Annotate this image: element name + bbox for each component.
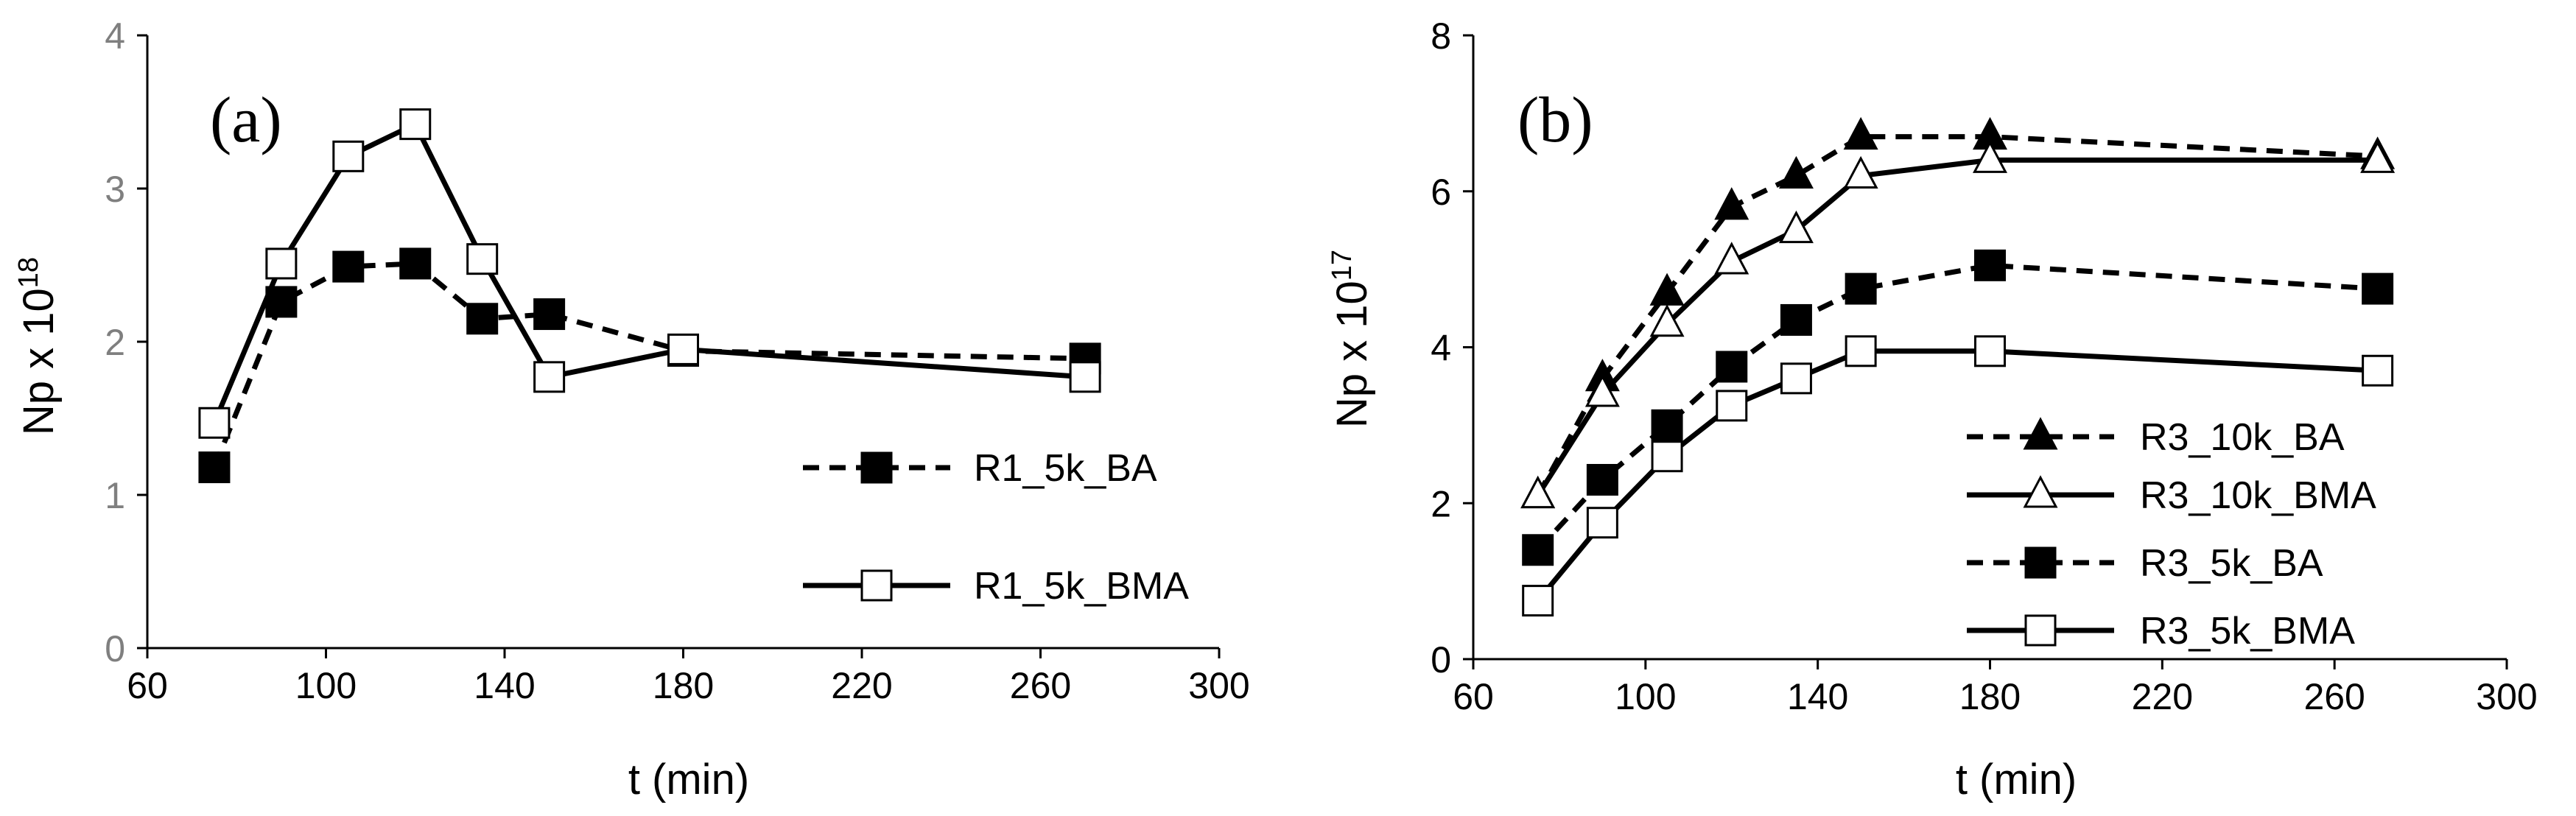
- panel-b-legend: R3_10k_BA R3_10k_BMA R3_5k_BA R3_5k_BMA: [1967, 416, 2376, 653]
- panel-a-point-R1_5k_BMA: [533, 361, 566, 393]
- panel-a-label: (a): [210, 85, 282, 156]
- panel-b-point-R3_10k_BMA: [1973, 140, 2007, 173]
- panel-a-x-tick-label: 180: [653, 665, 714, 706]
- panel-b-axes: 0 2 4 6 8 60 100 140 180 220 260 300: [1431, 15, 2538, 717]
- panel-a-y-tick-label: 1: [105, 475, 125, 516]
- panel-a-series-line-R1_5k_BMA: [211, 122, 1086, 424]
- panel-a-point-R1_5k_BA: [198, 451, 231, 484]
- panel-a-point-R1_5k_BMA: [667, 333, 699, 365]
- panel-a-point-R1_5k_BA: [399, 247, 432, 280]
- panel-b-x-tick-label: 220: [2132, 676, 2193, 717]
- panel-b-label: (b): [1517, 85, 1593, 156]
- panel-b-point-R3_10k_BA: [1778, 155, 1814, 189]
- panel-b-point-R3_5k_BA: [1716, 351, 1748, 383]
- panel-a-x-tick-label: 300: [1188, 665, 1249, 706]
- panel-a-x-tick-label: 100: [295, 665, 357, 706]
- panel-a-legend-marker-R1_5k_BMA: [860, 569, 893, 602]
- panel-b-point-R3_5k_BA: [1522, 534, 1554, 566]
- panel-a-x-tick-label: 260: [1010, 665, 1071, 706]
- panel-b-point-R3_5k_BMA: [1845, 335, 1877, 367]
- panel-b-point-R3_5k_BMA: [1780, 362, 1812, 395]
- panel-a-legend-label: R1_5k_BA: [974, 447, 1157, 490]
- panel-b-point-R3_5k_BMA: [1716, 390, 1748, 422]
- panel-b-legend-label: R3_5k_BMA: [2140, 610, 2355, 653]
- panel-b-point-R3_5k_BA: [2362, 272, 2394, 305]
- panel-b-legend-label: R3_10k_BMA: [2140, 474, 2376, 517]
- panel-a-x-tick-label: 140: [474, 665, 535, 706]
- panel-b-y-tick-label: 0: [1431, 639, 1451, 680]
- panel-b-point-R3_5k_BA: [1974, 249, 2006, 281]
- panel-b-x-tick-label: 140: [1787, 676, 1848, 717]
- panel-b-point-R3_10k_BA: [1649, 272, 1685, 306]
- panel-a-axes: 0 1 2 3 4 60 100 140 180 220 260 300: [105, 15, 1250, 706]
- panel-a-point-R1_5k_BMA: [466, 243, 499, 275]
- panel-b-point-R3_5k_BMA: [1974, 335, 2006, 367]
- panel-a-y-axis-label: Np x 1018: [13, 257, 63, 435]
- panel-a-y-label-prefix: Np x 10: [15, 288, 63, 435]
- panel-b-y-label-exponent: 17: [1327, 250, 1358, 281]
- panel-b-y-tick-label: 6: [1431, 172, 1451, 213]
- panel-b-point-R3_10k_BMA: [1584, 374, 1620, 407]
- panel-a-legend-label: R1_5k_BMA: [974, 565, 1189, 608]
- panel-b-y-label-prefix: Np x 10: [1328, 281, 1376, 428]
- panel-b-legend-label: R3_5k_BA: [2140, 542, 2323, 585]
- panel-a-y-tick-label: 4: [105, 15, 125, 57]
- panel-b-y-axis-label: Np x 1017: [1327, 250, 1376, 428]
- panel-b-point-R3_5k_BA: [1586, 463, 1618, 496]
- panel-a-series: [198, 108, 1101, 484]
- panel-b-point-R3_10k_BMA: [1520, 475, 1556, 509]
- panel-a-y-label-exponent: 18: [13, 257, 44, 288]
- panel-a-point-R1_5k_BMA: [198, 407, 231, 439]
- panel-b-point-R3_5k_BMA: [1586, 507, 1618, 539]
- panel-a-y-tick-label: 3: [105, 169, 125, 210]
- panel-b-legend-marker-R3_5k_BMA: [2024, 614, 2057, 647]
- panel-b-x-tick-label: 100: [1615, 676, 1676, 717]
- panel-a-legend-marker-R1_5k_BA: [860, 451, 893, 484]
- panel-b-point-R3_10k_BMA: [1778, 210, 1814, 244]
- panel-b-point-R3_10k_BMA: [2360, 140, 2396, 173]
- panel-b-point-R3_10k_BMA: [1714, 242, 1749, 275]
- panel-b-point-R3_5k_BA: [1845, 272, 1877, 305]
- panel-b-y-tick-label: 2: [1431, 483, 1451, 524]
- panel-b-legend-marker-R3_10k_BA: [2023, 417, 2058, 450]
- panel-b-x-tick-label: 300: [2476, 676, 2537, 717]
- panel-a-point-R1_5k_BMA: [1069, 361, 1101, 393]
- panel-b-point-R3_10k_BMA: [1843, 155, 1878, 189]
- panel-a-y-tick-label: 2: [105, 322, 125, 363]
- panel-a-point-R1_5k_BA: [332, 250, 365, 283]
- panel-b-legend-marker-R3_5k_BA: [2024, 546, 2057, 579]
- panel-b-point-R3_5k_BMA: [1651, 440, 1683, 473]
- panel-b-point-R3_10k_BA: [1843, 116, 1878, 150]
- panel-a-point-R1_5k_BA: [466, 303, 499, 335]
- panel-b-legend-label: R3_10k_BA: [2140, 416, 2345, 459]
- panel-b-x-tick-label: 180: [1959, 676, 2021, 717]
- panel-b-x-tick-label: 60: [1453, 676, 1494, 717]
- panel-a-x-tick-label: 60: [127, 665, 168, 706]
- panel-a-y-tick-label: 0: [105, 628, 125, 669]
- panel-a-x-tick-label: 220: [831, 665, 892, 706]
- panel-a-point-R1_5k_BA: [533, 298, 566, 331]
- panel-a-point-R1_5k_BMA: [399, 108, 432, 141]
- panel-b-series: [1520, 116, 2396, 617]
- panel-b-point-R3_10k_BMA: [1649, 303, 1685, 337]
- panel-b-point-R3_5k_BA: [1780, 303, 1812, 336]
- panel-b-point-R3_5k_BA: [1651, 409, 1683, 441]
- panel-b-y-tick-label: 8: [1431, 15, 1451, 57]
- panel-b-series-line-R3_10k_BMA: [1535, 157, 2378, 497]
- panel-a-point-R1_5k_BMA: [265, 247, 298, 280]
- panel-a-point-R1_5k_BMA: [332, 140, 365, 172]
- panel-b-point-R3_5k_BMA: [2362, 354, 2394, 387]
- panel-b-point-R3_5k_BMA: [1522, 585, 1554, 617]
- panel-a-x-axis-label: t (min): [628, 756, 749, 803]
- panel-b-y-tick-label: 4: [1431, 328, 1451, 369]
- panel-b-x-tick-label: 260: [2303, 676, 2365, 717]
- panel-b-x-axis-label: t (min): [1956, 756, 2077, 803]
- panel-a-legend: R1_5k_BA R1_5k_BMA: [803, 447, 1189, 608]
- panel-b-point-R3_10k_BA: [1714, 187, 1749, 220]
- panel-b-legend-marker-R3_10k_BMA: [2023, 475, 2058, 508]
- panel-b-series-line-R3_10k_BA: [1535, 134, 2378, 497]
